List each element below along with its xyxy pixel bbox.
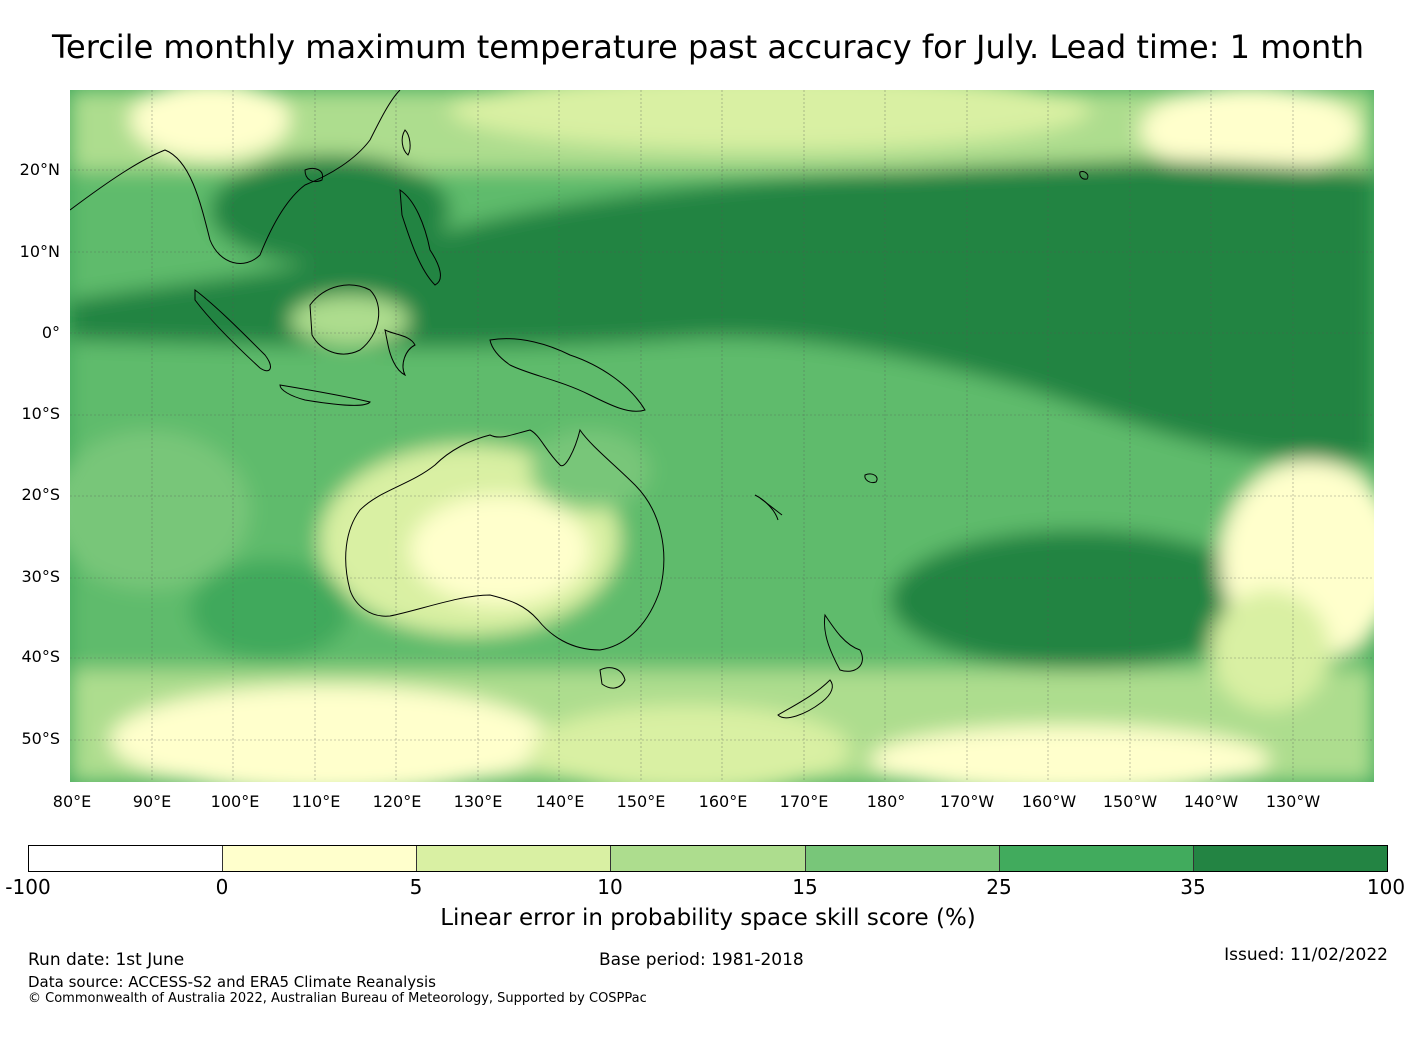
colorbar-tick: 5 [409, 875, 423, 899]
colorbar-tick: 15 [792, 875, 818, 899]
lat-label-0: 0° [41, 323, 60, 342]
colorbar-tick: 10 [597, 875, 623, 899]
colorbar-segment-2 [223, 846, 418, 871]
fiji-coastline [864, 473, 878, 483]
skill-score-map [70, 90, 1374, 782]
colorbar-label: Linear error in probability space skill … [440, 905, 976, 931]
lon-label-170w: 170°W [939, 792, 995, 811]
new-guinea-coastline [489, 338, 646, 412]
colorbar-tick: 25 [986, 875, 1012, 899]
lon-label-160e: 160°E [698, 792, 748, 811]
lon-label-90e: 90°E [132, 792, 172, 811]
asia-mainland-coastline [70, 90, 401, 264]
lon-label-130e: 130°E [453, 792, 503, 811]
colorbar-segment-1 [29, 846, 224, 871]
lat-label-50s: 50°S [21, 729, 60, 748]
lon-label-180: 180° [866, 792, 906, 811]
lon-label-150e: 150°E [616, 792, 666, 811]
lon-label-100e: 100°E [210, 792, 260, 811]
colorbar-tick: 100 [1366, 875, 1406, 899]
lon-label-150w: 150°W [1102, 792, 1158, 811]
skill-field [70, 90, 1374, 782]
lat-label-10s: 10°S [21, 404, 60, 423]
lon-label-140w: 140°W [1183, 792, 1239, 811]
colorbar-segment-6 [999, 846, 1194, 871]
lon-label-140e: 140°E [535, 792, 585, 811]
colorbar-tick: -100 [5, 875, 51, 899]
new-zealand-south-coastline [777, 679, 833, 719]
taiwan-coastline [401, 129, 411, 156]
base-period: Base period: 1981-2018 [599, 950, 804, 970]
lon-label-80e: 80°E [52, 792, 92, 811]
lon-label-130w: 130°W [1265, 792, 1321, 811]
lon-label-110e: 110°E [291, 792, 341, 811]
new-caledonia-coastline [759, 497, 783, 516]
colorbar-tick: 0 [215, 875, 229, 899]
colorbar-tick: 35 [1180, 875, 1206, 899]
java-coastline [279, 384, 371, 406]
map-title: Tercile monthly maximum temperature past… [51, 28, 1365, 66]
run-date: Run date: 1st June [28, 950, 185, 970]
lon-label-160w: 160°W [1021, 792, 1077, 811]
lat-label-20s: 20°S [21, 485, 60, 504]
lat-label-40s: 40°S [21, 647, 60, 666]
data-source: Data source: ACCESS-S2 and ERA5 Climate … [28, 973, 436, 991]
philippines-coastline [399, 189, 441, 286]
hainan-coastline [304, 167, 324, 183]
lon-label-120e: 120°E [372, 792, 422, 811]
tasmania-coastline [599, 667, 626, 689]
hawaii-coastline [1079, 171, 1089, 180]
australia-coastline [345, 428, 665, 651]
colorbar-segment-7 [1193, 846, 1387, 871]
new-zealand-north-coastline [823, 613, 863, 672]
lat-label-20n: 20°N [19, 160, 60, 179]
lat-label-30s: 30°S [21, 567, 60, 586]
sulawesi-coastline [384, 329, 416, 377]
copyright: © Commonwealth of Australia 2022, Austra… [28, 991, 647, 1006]
colorbar-segment-5 [805, 846, 1000, 871]
lat-label-10n: 10°N [19, 242, 60, 261]
borneo-coastline [309, 284, 380, 355]
issued-date: Issued: 11/02/2022 [1224, 945, 1388, 965]
colorbar-segment-3 [417, 846, 612, 871]
sumatra-coastline [194, 288, 271, 372]
colorbar-segment-4 [611, 846, 806, 871]
lon-label-170e: 170°E [779, 792, 829, 811]
colorbar [28, 845, 1388, 872]
